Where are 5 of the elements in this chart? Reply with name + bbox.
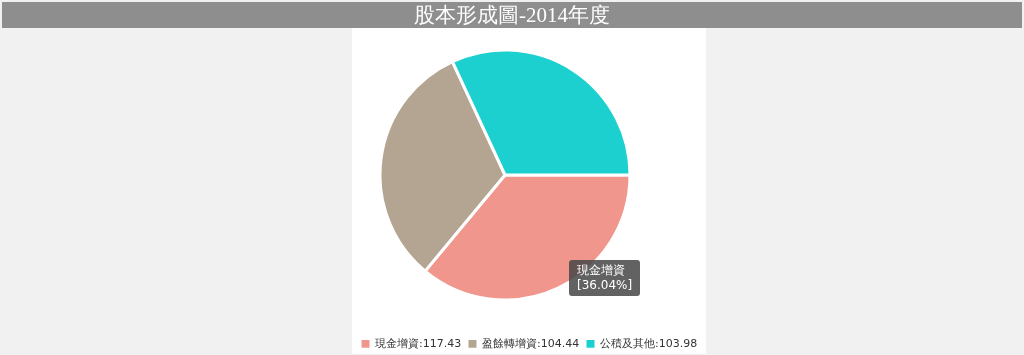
legend-label: 公積及其他:103.98 (600, 336, 698, 350)
text: 現金增資 [36.04%] (569, 260, 641, 296)
legend-label: 現金增資:117.43 (375, 336, 462, 350)
chart-title: 股本形成圖-2014年度 (2, 2, 1022, 28)
legend-label: 盈餘轉增資:104.44 (482, 336, 580, 350)
